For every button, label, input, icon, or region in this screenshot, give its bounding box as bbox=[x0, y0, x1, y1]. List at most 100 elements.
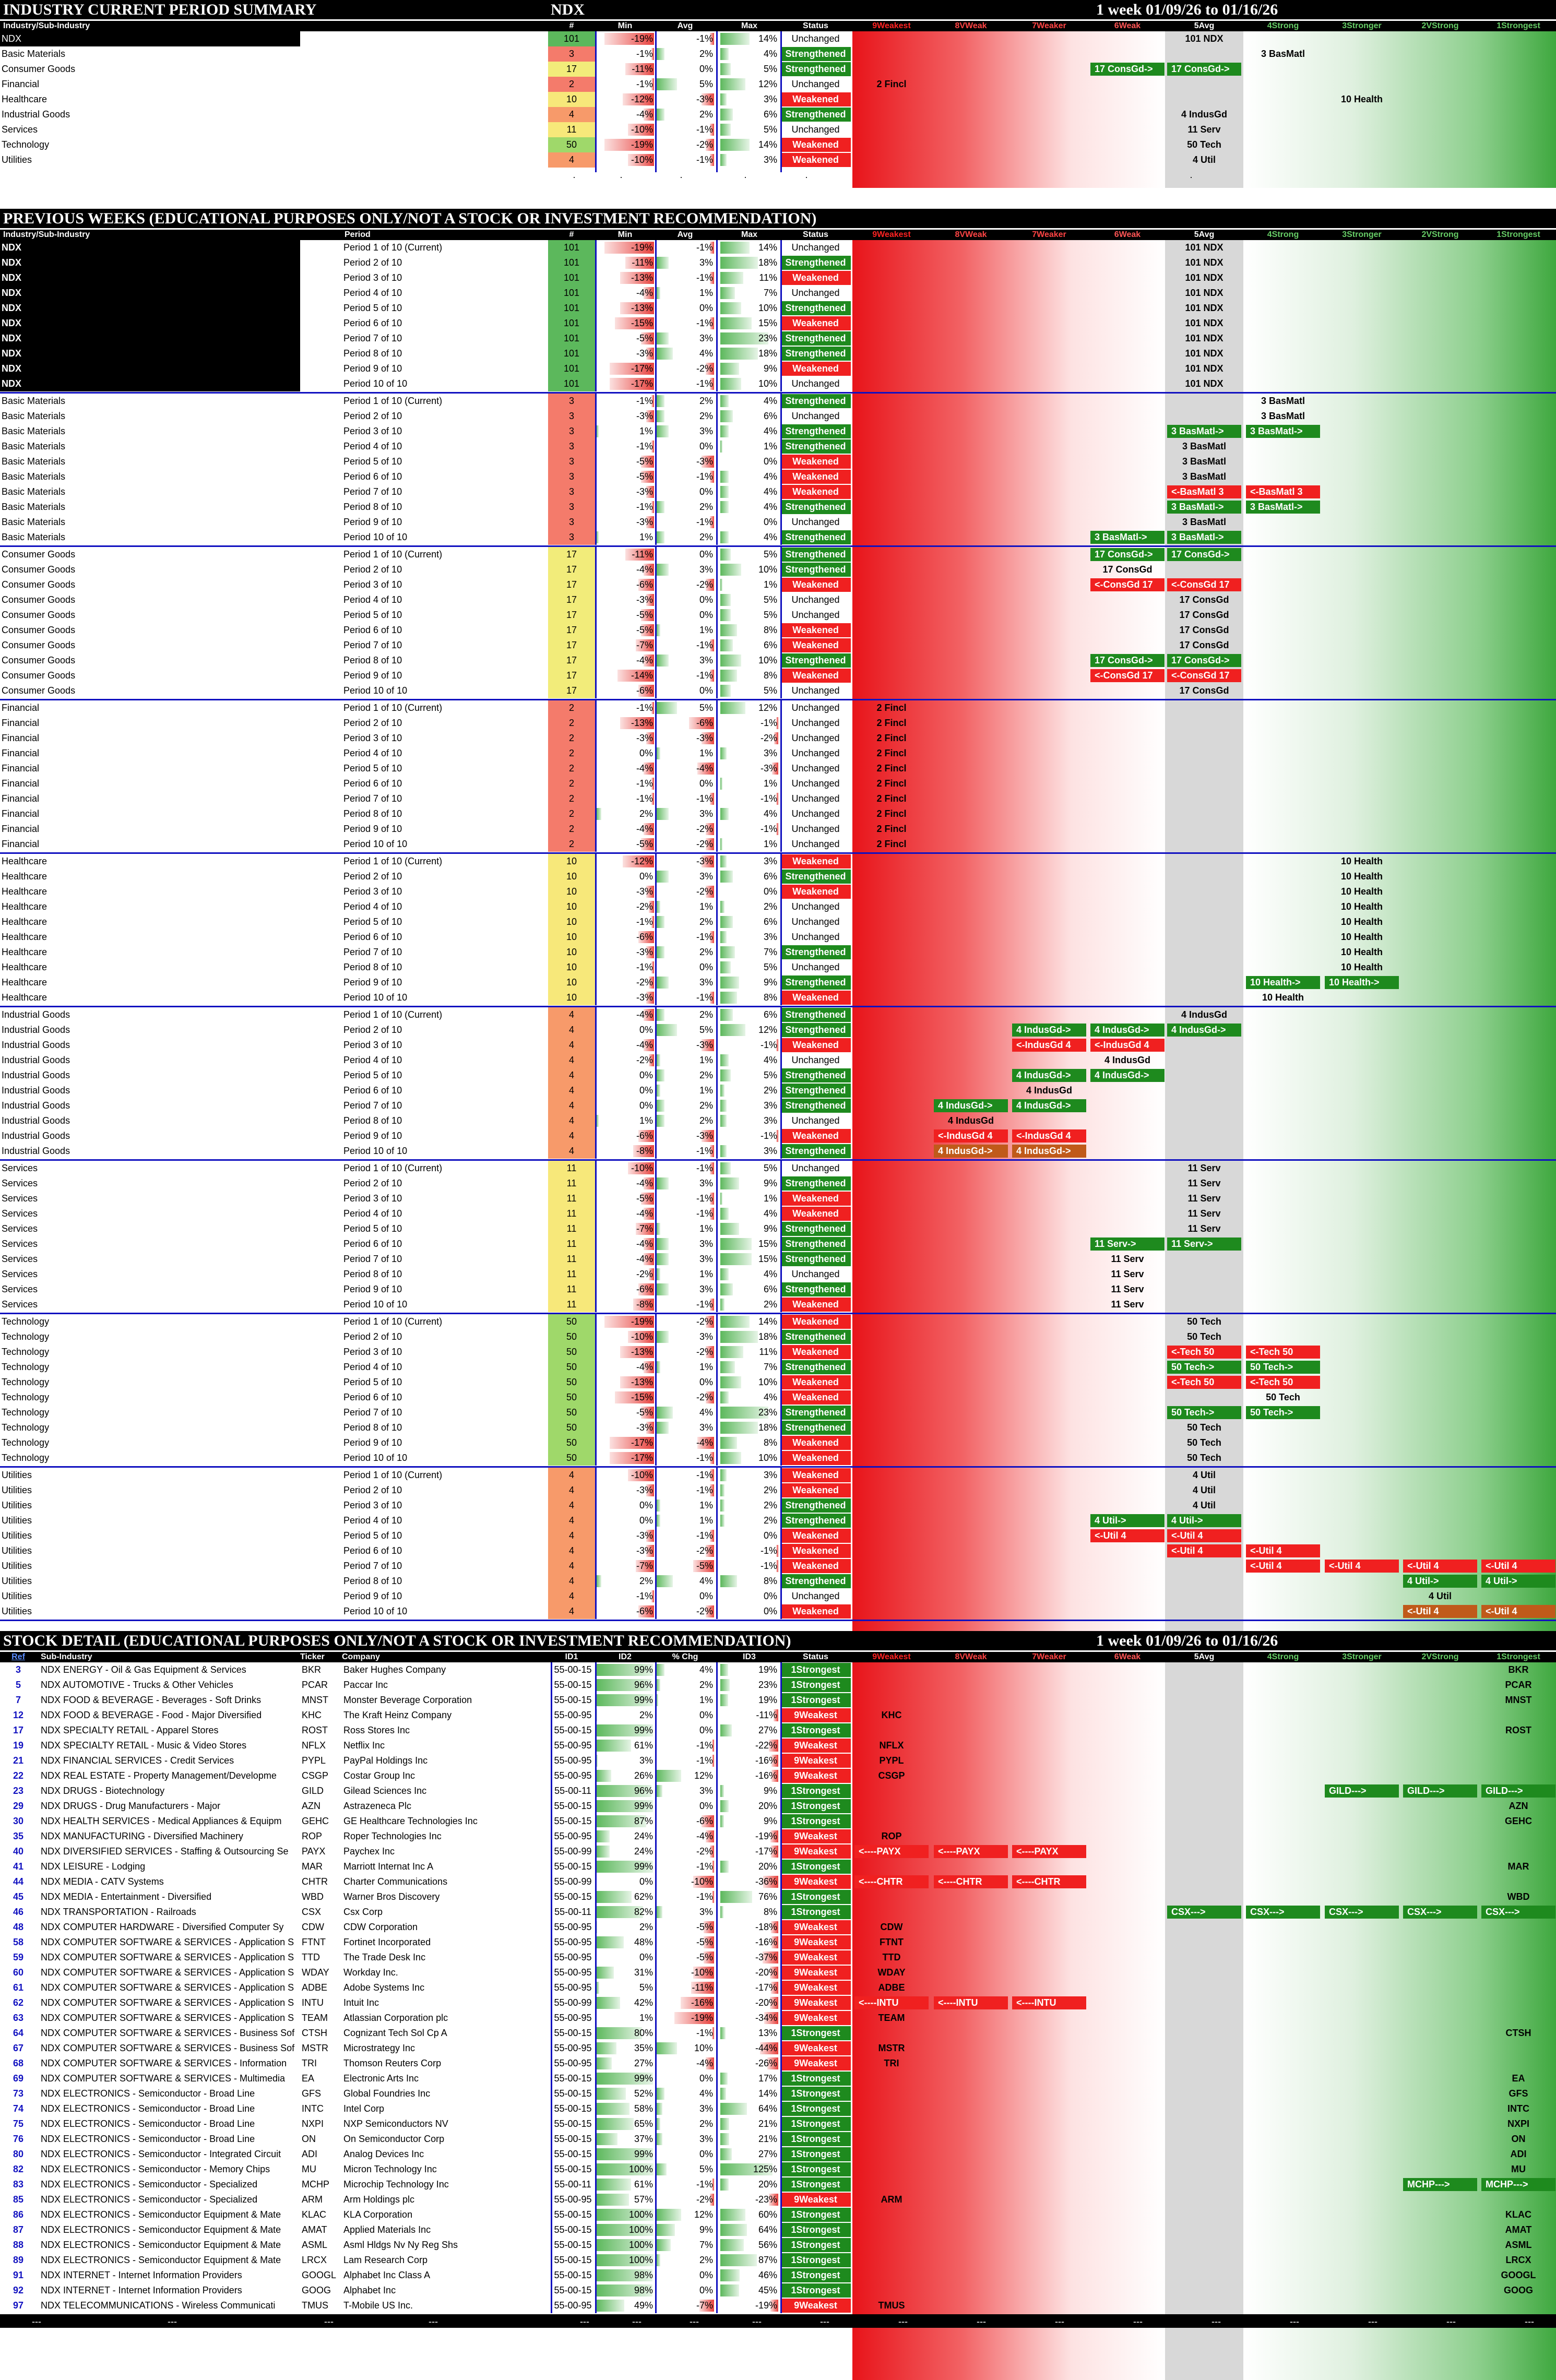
id2-cell-bar bbox=[596, 2239, 654, 2251]
ref-link[interactable]: 63 bbox=[13, 2013, 24, 2023]
grade-header-5avg: 5Avg bbox=[1194, 1652, 1215, 1661]
ref-link[interactable]: 46 bbox=[13, 1907, 24, 1917]
ref-link[interactable]: 86 bbox=[13, 2209, 24, 2220]
ref-link[interactable]: 40 bbox=[13, 1846, 24, 1857]
status-cell: Strengthened bbox=[780, 1498, 851, 1513]
pct-chg-cell: 0% bbox=[655, 2268, 715, 2283]
status-cell: 1Strongest bbox=[780, 2268, 851, 2282]
ref-link[interactable]: 45 bbox=[13, 1891, 24, 1902]
grade-marker: MCHP---> bbox=[1403, 2178, 1477, 2191]
ref-link[interactable]: 22 bbox=[13, 1770, 24, 1781]
max-cell-value: 14% bbox=[758, 139, 777, 150]
grade-marker: 11 Serv-> bbox=[1090, 1237, 1165, 1251]
ref-link[interactable]: 21 bbox=[13, 1755, 24, 1766]
ref-link[interactable]: 35 bbox=[13, 1831, 24, 1841]
ref-link[interactable]: 58 bbox=[13, 1937, 24, 1947]
ref-link[interactable]: 62 bbox=[13, 1997, 24, 2008]
ref-link[interactable]: 89 bbox=[13, 2255, 24, 2265]
min-cell-value: -1% bbox=[636, 1591, 653, 1601]
min-cell-bar bbox=[644, 287, 654, 299]
ref-link[interactable]: 76 bbox=[13, 2134, 24, 2144]
avg-cell-value: 2% bbox=[699, 1115, 713, 1126]
ref-link[interactable]: 88 bbox=[13, 2240, 24, 2250]
grade-marker: KHC bbox=[881, 1710, 902, 1720]
ref-link[interactable]: 5 bbox=[15, 1680, 21, 1690]
ref-link[interactable]: 87 bbox=[13, 2224, 24, 2235]
ref-link[interactable]: 64 bbox=[13, 2028, 24, 2038]
ref-link[interactable]: 68 bbox=[13, 2058, 24, 2068]
pct-chg-cell-bar bbox=[704, 1951, 714, 1963]
avg-cell-value: -1% bbox=[696, 1193, 713, 1204]
ref-link[interactable]: 60 bbox=[13, 1967, 24, 1978]
period-label: Period 8 of 10 bbox=[343, 1115, 402, 1126]
avg-cell-value: 2% bbox=[699, 1070, 713, 1080]
count-cell: 17 bbox=[548, 62, 595, 77]
sub-industry: NDX INTERNET - Internet Information Prov… bbox=[41, 2285, 242, 2295]
ref-link[interactable]: 92 bbox=[13, 2285, 24, 2295]
max-cell-bar bbox=[720, 594, 731, 606]
id3-cell-value: -23% bbox=[755, 2194, 777, 2205]
ticker: LRCX bbox=[302, 2255, 327, 2265]
grade-marker: 3 BasMatl-> bbox=[1246, 501, 1320, 514]
ref-link[interactable]: 82 bbox=[13, 2164, 24, 2174]
ref-link[interactable]: 48 bbox=[13, 1922, 24, 1932]
id1-cell: 55-00-15 bbox=[551, 2147, 595, 2162]
avg-cell: -2% bbox=[655, 837, 715, 852]
ref-link[interactable]: 30 bbox=[13, 1816, 24, 1826]
id2-cell: 57% bbox=[595, 2192, 655, 2207]
ref-link[interactable]: 59 bbox=[13, 1952, 24, 1962]
ref-link[interactable]: 80 bbox=[13, 2149, 24, 2159]
ref-link[interactable]: 85 bbox=[13, 2194, 24, 2205]
column-divider bbox=[655, 547, 657, 698]
industry-name: Financial bbox=[2, 703, 40, 713]
id2-cell: 65% bbox=[595, 2116, 655, 2132]
ref-link[interactable]: 3 bbox=[15, 1664, 21, 1675]
id2-cell-value: 99% bbox=[634, 1664, 653, 1675]
company-name: Alphabet Inc bbox=[343, 2285, 396, 2295]
count-cell: 17 bbox=[548, 577, 595, 592]
ref-link[interactable]: 17 bbox=[13, 1725, 24, 1735]
ref-link[interactable]: 61 bbox=[13, 1982, 24, 1993]
status-cell: Strengthened bbox=[780, 1574, 851, 1588]
ref-link[interactable]: 75 bbox=[13, 2119, 24, 2129]
id3-cell-value: 76% bbox=[758, 1891, 777, 1902]
ref-link[interactable]: 19 bbox=[13, 1740, 24, 1751]
ref-link[interactable]: 91 bbox=[13, 2270, 24, 2280]
grade-marker: <----INTU bbox=[934, 1996, 1008, 2009]
min-cell: -4% bbox=[595, 761, 655, 776]
ref-link[interactable]: 41 bbox=[13, 1861, 24, 1872]
ref-link[interactable]: 69 bbox=[13, 2073, 24, 2084]
period-row: NDX Period 6 of 10 101 -15% -1% 15% Weakened 10… bbox=[0, 316, 1556, 331]
ref-link[interactable]: 67 bbox=[13, 2043, 24, 2053]
ref-link[interactable]: 29 bbox=[13, 1801, 24, 1811]
id3-cell-value: 125% bbox=[753, 2164, 777, 2174]
avg-cell-bar bbox=[656, 916, 664, 928]
ref-link[interactable]: 74 bbox=[13, 2103, 24, 2114]
period-row: Technology Period 7 of 10 50 -5% 4% 23% Streng… bbox=[0, 1405, 1556, 1420]
ref-link[interactable]: 23 bbox=[13, 1786, 24, 1796]
ref-link[interactable]: 44 bbox=[13, 1876, 24, 1887]
ref-link[interactable]: 7 bbox=[15, 1695, 21, 1705]
ref-link[interactable]: 97 bbox=[13, 2300, 24, 2311]
grade-marker: 2 Fincl bbox=[876, 839, 907, 849]
ticker: NXPI bbox=[302, 2119, 324, 2129]
max-cell-value: 3% bbox=[763, 748, 777, 758]
max-cell-value: 10% bbox=[758, 1377, 777, 1387]
min-cell-value: -11% bbox=[632, 549, 653, 560]
period-label: Period 4 of 10 bbox=[343, 594, 402, 605]
count-cell: 2 bbox=[548, 716, 595, 731]
ref-link[interactable]: 12 bbox=[13, 1710, 24, 1720]
min-cell: -2% bbox=[595, 1267, 655, 1282]
avg-cell-bar bbox=[656, 1422, 669, 1434]
period-row: Services Period 6 of 10 11 -4% 3% 15% Strength… bbox=[0, 1236, 1556, 1252]
stock-row: 30 NDX HEALTH SERVICES - Medical Applianc… bbox=[0, 1814, 1556, 1829]
stock-row: 46 NDX TRANSPORTATION - Railroads CSX Csx C… bbox=[0, 1905, 1556, 1920]
grade-marker: 4 IndusGd-> bbox=[1012, 1099, 1086, 1112]
max-cell-value: 3% bbox=[763, 932, 777, 942]
avg-cell: 1% bbox=[655, 1053, 715, 1068]
pct-chg-cell-value: 0% bbox=[699, 2285, 713, 2295]
ref-link[interactable]: 83 bbox=[13, 2179, 24, 2189]
ref-link[interactable]: 73 bbox=[13, 2088, 24, 2099]
grade-marker: TMUS bbox=[878, 2300, 905, 2311]
min-cell-bar bbox=[628, 1469, 654, 1481]
